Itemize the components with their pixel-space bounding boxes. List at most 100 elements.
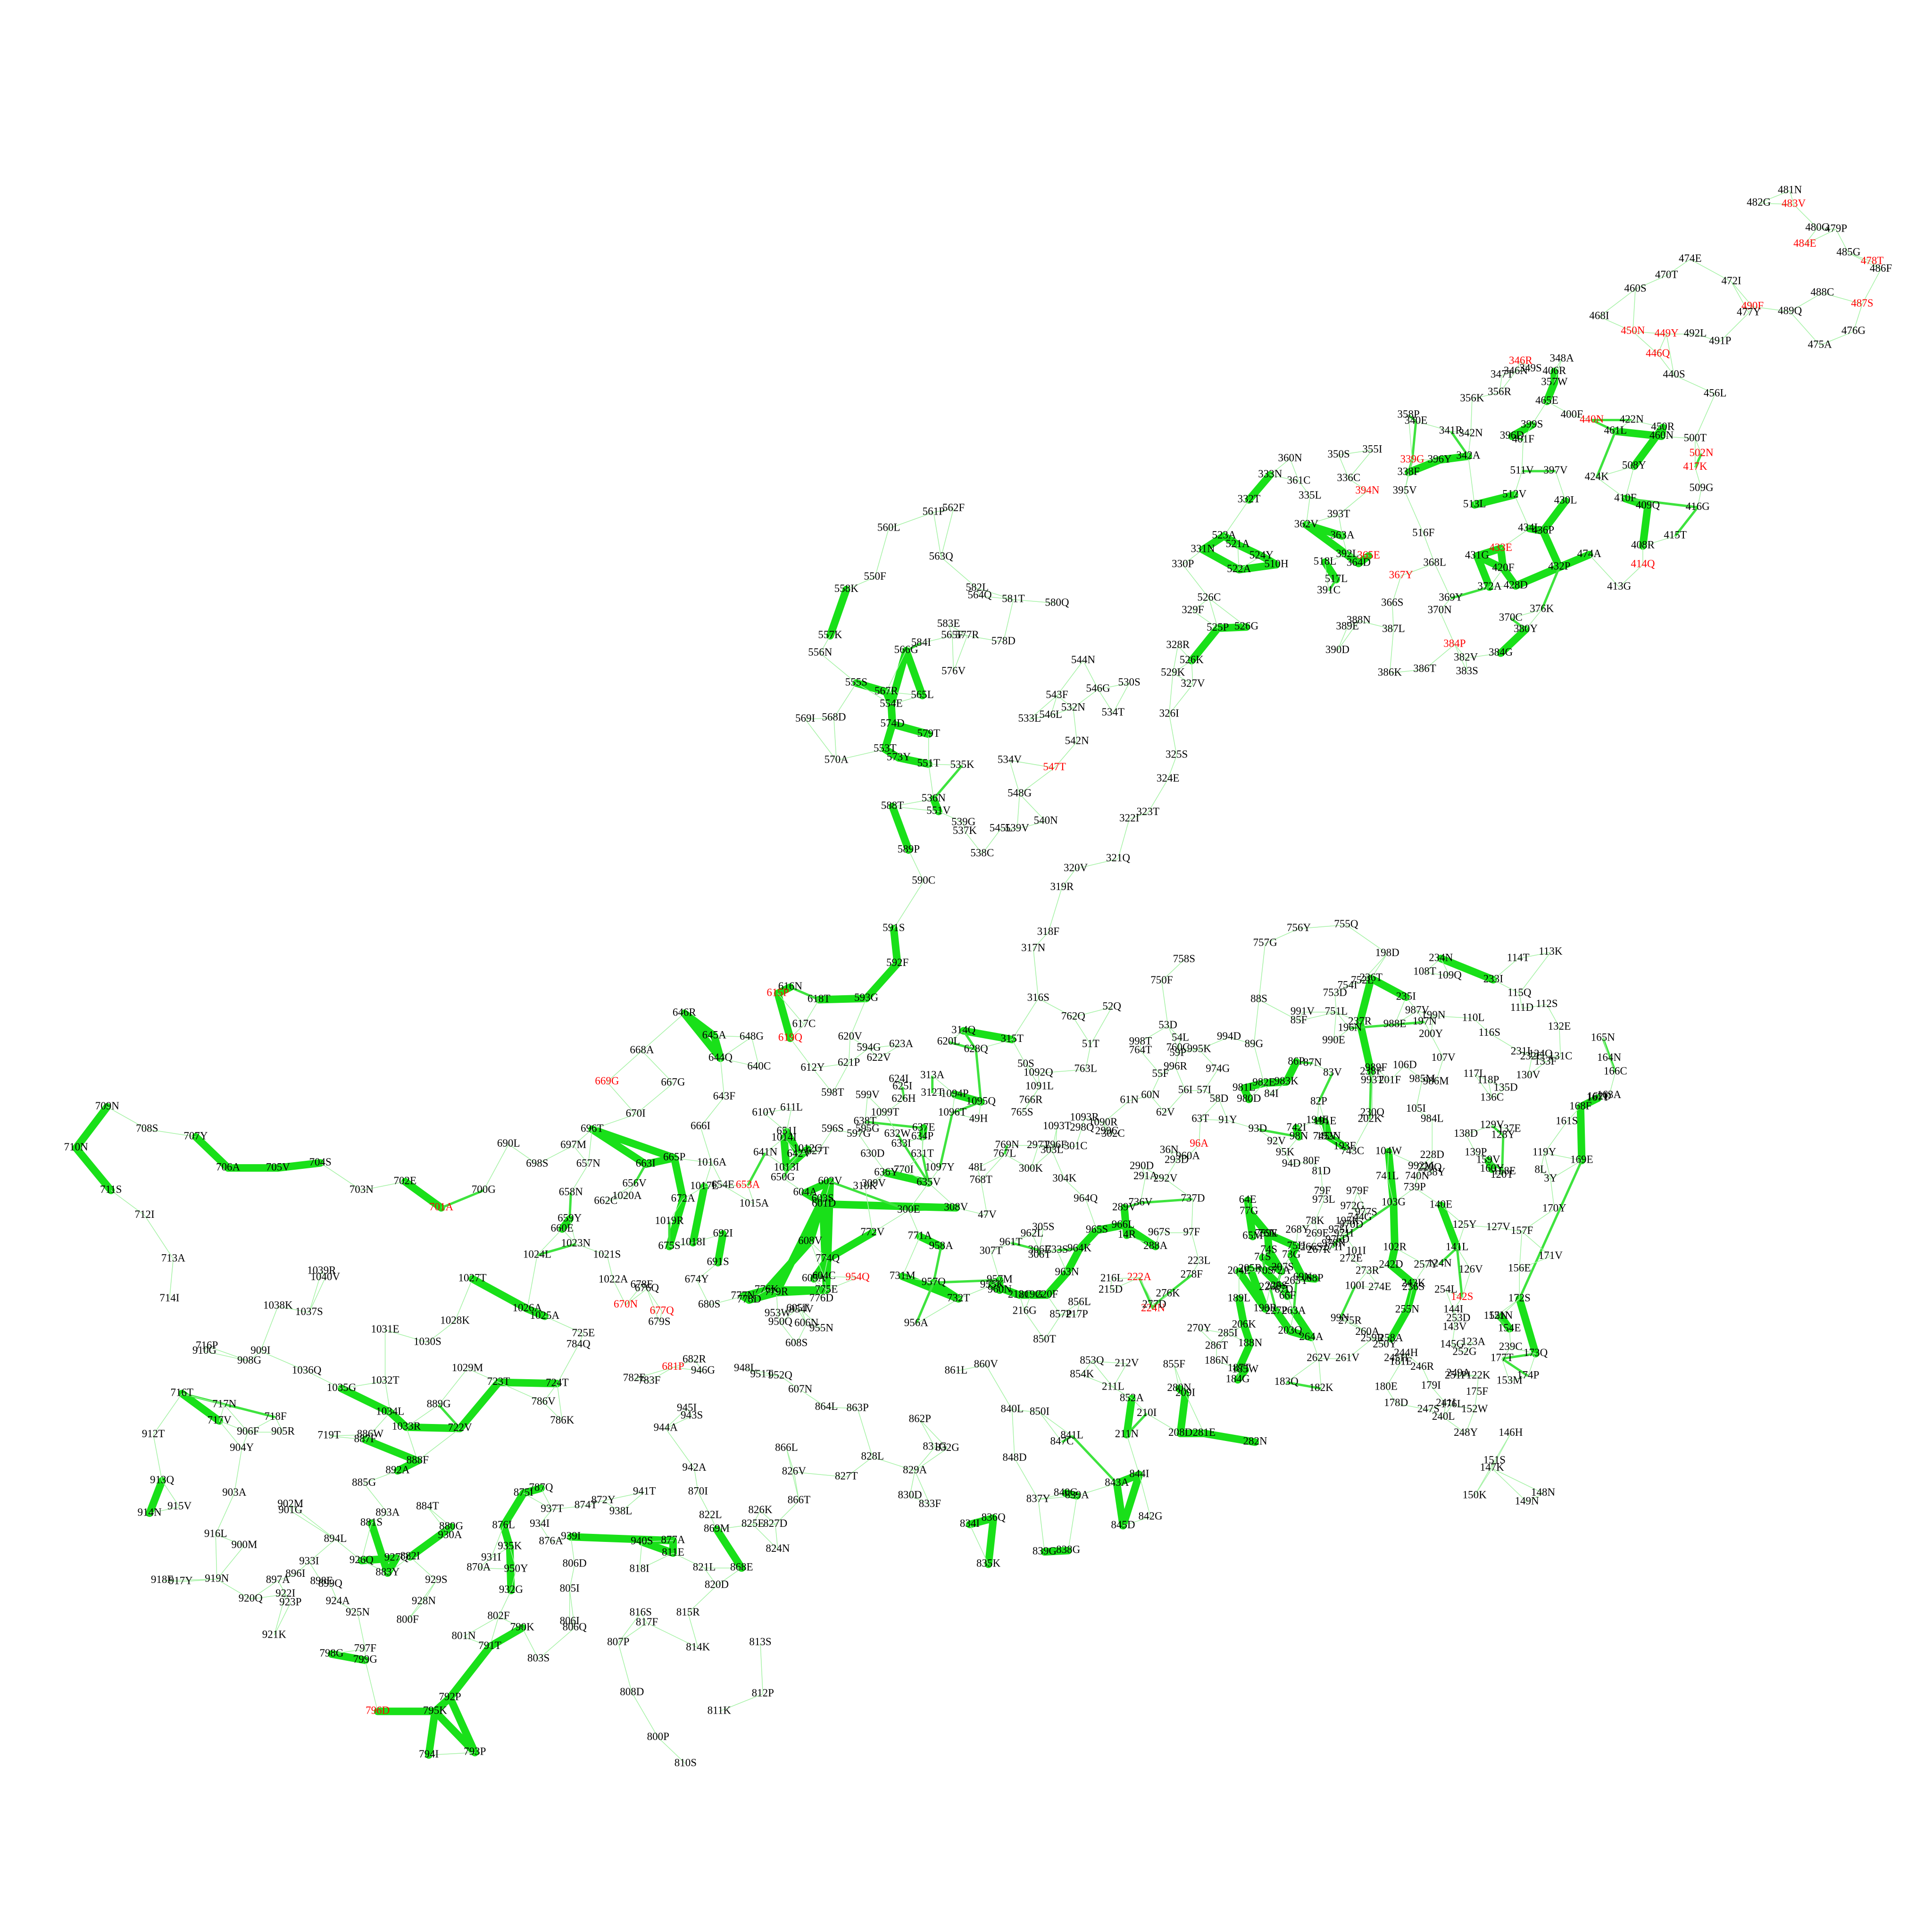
edge-274E-100I (1355, 1286, 1380, 1288)
edge-161S-119Y (1544, 1121, 1567, 1153)
edge-856L-217P (1076, 1302, 1080, 1316)
edge-544N-543F (1057, 660, 1084, 696)
edge-842G-844I (1139, 1474, 1151, 1517)
edge-249A-122K (1458, 1373, 1479, 1377)
node-label-737D: 737D (1181, 1192, 1205, 1204)
node-label-364D: 364D (1347, 557, 1371, 568)
node-label-906F: 906F (237, 1425, 259, 1437)
edge-957Q-731M (902, 1276, 934, 1283)
node-label-822L: 822L (699, 1509, 722, 1521)
edge-177T-239C (1501, 1347, 1511, 1359)
edge-839G-838G (1041, 1547, 1072, 1556)
edge-79F-81D (1321, 1171, 1323, 1192)
edge-709N-708S (107, 1106, 148, 1130)
node-label-470T: 470T (1655, 268, 1678, 280)
node-label-314Q: 314Q (951, 1024, 976, 1036)
edge-170Y-3Y (1550, 1179, 1555, 1209)
edge-709N-710N (72, 1103, 111, 1152)
edge-888F-892A (393, 1457, 422, 1475)
node-label-247S: 247S (1417, 1403, 1440, 1415)
edge-291A-290D (1141, 1166, 1146, 1177)
edge-208D-209I (1176, 1390, 1190, 1437)
node-label-838G: 838G (1056, 1544, 1080, 1556)
edge-902M-894L (290, 1504, 336, 1540)
edge-272E-273R (1351, 1258, 1368, 1272)
edge-1014I-642V (783, 1138, 799, 1155)
edge-509G-416G (1697, 488, 1702, 508)
edge-93D-91Y (1227, 1120, 1258, 1130)
node-label-468I: 468I (1589, 309, 1609, 321)
node-label-307T: 307T (980, 1244, 1003, 1256)
node-label-47V: 47V (978, 1208, 997, 1220)
edge-853Q-854K (1082, 1361, 1092, 1375)
edge-618T-617C (803, 999, 819, 1025)
edge-772V-310K (865, 1186, 873, 1233)
node-label-937T: 937T (541, 1502, 564, 1514)
edge-940S-818I (639, 1541, 642, 1570)
node-label-415T: 415T (1664, 529, 1687, 541)
edge-247S-241I (1428, 1403, 1446, 1410)
node-label-548G: 548G (1008, 787, 1032, 799)
node-label-533L: 533L (1018, 712, 1041, 724)
edge-619Q-617C (790, 1024, 804, 1039)
node-label-832G: 832G (935, 1441, 959, 1453)
node-label-102R: 102R (1383, 1241, 1407, 1253)
node-label-460S: 460S (1624, 282, 1646, 294)
edge-717N-717V (219, 1404, 225, 1421)
edge-204E-205R (1239, 1268, 1250, 1272)
edge-246R-244H (1406, 1353, 1423, 1368)
edge-281E-282N (1200, 1429, 1259, 1446)
node-label-475A: 475A (1808, 338, 1832, 350)
edge-522A-331N (1199, 546, 1243, 574)
edge-608V-604C (809, 1241, 824, 1277)
node-label-218C: 218C (1008, 1288, 1032, 1300)
edge-152W-176L (1452, 1404, 1475, 1410)
edge-738Y-992M (1421, 1166, 1434, 1174)
edge-912T-716T (153, 1393, 183, 1435)
edge-983K-84I (1271, 1082, 1287, 1095)
node-label-65M: 65M (1242, 1230, 1263, 1241)
edge-456L-440S (1674, 375, 1715, 394)
node-label-308V: 308V (944, 1201, 968, 1213)
edge-620V-594G (849, 1036, 869, 1049)
node-label-338F: 338F (1397, 466, 1419, 477)
node-label-304K: 304K (1052, 1172, 1077, 1184)
edge-119Y-8L (1540, 1153, 1545, 1171)
edge-269E-266S (1311, 1233, 1318, 1248)
edge-615P-619Q (774, 990, 794, 1042)
edge-1090R-299C (1102, 1123, 1108, 1132)
edge-603S-604A (805, 1192, 823, 1199)
node-label-106D: 106D (1393, 1059, 1417, 1071)
edge-299C-302C (1107, 1131, 1114, 1135)
edge-723T-724T (495, 1378, 561, 1388)
edge-85F-751L (1299, 1012, 1337, 1022)
edge-602V-300E (830, 1180, 909, 1212)
node-label-972G: 972G (1341, 1199, 1365, 1211)
edge-530S-534T (1113, 683, 1130, 713)
edge-1018I-675S (669, 1242, 693, 1247)
node-label-987V: 987V (1405, 1004, 1430, 1016)
edge-173Q-177T (1501, 1352, 1536, 1360)
edge-876A-939I (550, 1536, 571, 1542)
node-label-336C: 336C (1337, 472, 1360, 483)
edge-889G-722V (438, 1404, 461, 1430)
node-label-544N: 544N (1071, 654, 1096, 666)
node-label-794I: 794I (419, 1748, 439, 1760)
node-label-551V: 551V (926, 805, 951, 816)
node-label-929S: 929S (425, 1574, 447, 1585)
node-label-831G: 831G (923, 1440, 947, 1452)
edge-257Y-124N (1426, 1263, 1440, 1266)
edge-701A-700G (441, 1189, 484, 1209)
edge-104W-103G (1384, 1148, 1398, 1207)
node-label-212V: 212V (1115, 1357, 1139, 1368)
edge-548G-539V (1016, 794, 1020, 829)
edge-331N-330P (1183, 549, 1203, 565)
node-label-275R: 275R (1338, 1314, 1362, 1326)
edge-244H-245H (1396, 1353, 1407, 1359)
node-label-1094P: 1094P (941, 1087, 969, 1099)
node-label-697M: 697M (560, 1139, 586, 1150)
edge-145G-252G (1452, 1344, 1465, 1353)
node-label-660E: 660E (551, 1222, 574, 1234)
node-label-87N: 87N (1303, 1056, 1322, 1068)
node-label-167T: 167T (1587, 1091, 1610, 1103)
